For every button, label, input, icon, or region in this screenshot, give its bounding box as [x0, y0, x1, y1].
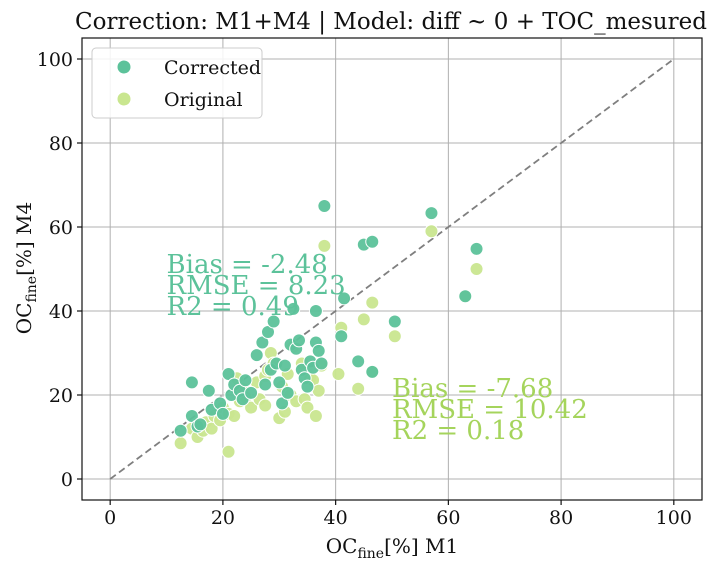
stat-annotation-line: RMSE = 8.23 [167, 271, 346, 301]
y-tick-label: 0 [61, 469, 73, 491]
data-point [356, 312, 371, 327]
data-point [337, 291, 352, 306]
data-point [424, 206, 439, 221]
data-point [387, 329, 402, 344]
x-tick-label: 100 [656, 507, 692, 529]
x-tick-label: 80 [549, 507, 573, 529]
data-point [286, 301, 301, 316]
y-tick-label: 80 [49, 133, 73, 155]
data-point [221, 444, 236, 459]
data-point [351, 381, 366, 396]
data-point [227, 409, 242, 423]
x-axis-title: OCfine[%] M1 [326, 534, 459, 562]
data-point [365, 234, 380, 249]
x-tick-label: 40 [324, 507, 348, 529]
data-point [193, 417, 208, 432]
y-tick-label: 60 [49, 217, 73, 239]
data-point [311, 343, 326, 358]
data-point [469, 241, 484, 256]
data-point [244, 385, 259, 400]
legend-box [91, 47, 263, 119]
data-point [238, 373, 253, 388]
data-point [201, 383, 216, 398]
data-point [424, 224, 439, 239]
stat-annotation-line: Bias = -2.48 [167, 250, 328, 280]
data-point [258, 398, 273, 413]
series-corrected [173, 199, 484, 438]
y-tick-label: 40 [49, 301, 73, 323]
stat-annotation-line: RMSE = 10.42 [392, 395, 588, 425]
x-tick-label: 0 [104, 507, 116, 529]
y-tick-label: 20 [49, 385, 73, 407]
data-point [308, 409, 323, 423]
data-point [272, 375, 287, 390]
data-point [469, 262, 484, 276]
data-point [317, 199, 332, 213]
data-point [317, 238, 332, 253]
plot-frame [81, 37, 703, 501]
axis-ticks: 0 20 40 60 80 100 0 20 40 60 80 100 [37, 49, 692, 529]
data-point [331, 367, 346, 381]
data-point [173, 436, 188, 451]
legend-label: Original [164, 89, 243, 111]
data-point [365, 364, 380, 379]
data-point [266, 314, 281, 329]
y-tick-label: 100 [37, 49, 73, 71]
data-point [173, 423, 188, 438]
data-point [308, 304, 323, 318]
data-point [249, 348, 264, 363]
legend-label: Corrected [164, 57, 261, 79]
data-point [215, 406, 230, 421]
data-point [365, 295, 380, 310]
x-tick-label: 20 [211, 507, 235, 529]
data-point [280, 385, 295, 400]
data-point [351, 354, 366, 369]
data-point [184, 375, 199, 390]
stat-annotation-line: Bias = -7.68 [392, 374, 553, 404]
data-point [258, 377, 273, 392]
stat-annotation-line: R2 = 0.49 [167, 292, 299, 322]
reference-line-y-equals-x [109, 58, 675, 480]
data-point [244, 400, 259, 415]
stat-annotation-line: R2 = 0.18 [392, 416, 524, 446]
y-axis-title: OCfine[%] M4 [12, 202, 40, 335]
legend-marker [116, 59, 132, 75]
data-point [458, 289, 473, 304]
data-point [387, 314, 402, 329]
data-point [292, 333, 306, 348]
scatter-points [173, 199, 484, 459]
data-point [314, 356, 329, 371]
data-point [300, 400, 315, 415]
chart-title: Correction: M1+M4 | Model: diff ~ 0 + TO… [75, 9, 707, 35]
data-point [277, 358, 292, 373]
x-tick-label: 60 [436, 507, 460, 529]
data-point [334, 329, 349, 344]
data-point [300, 379, 315, 394]
legend-marker [116, 91, 132, 107]
legend: Corrected Original [91, 47, 263, 119]
